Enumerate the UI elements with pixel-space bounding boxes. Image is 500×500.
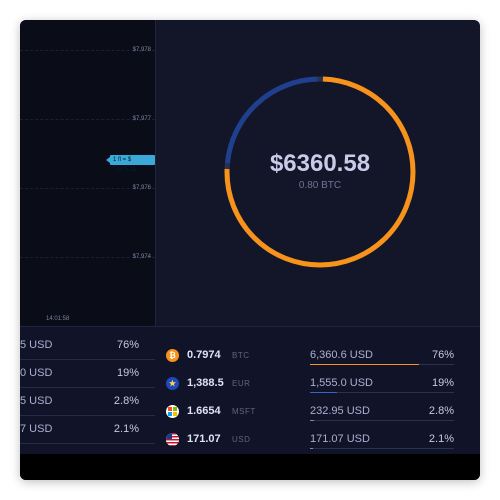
asset-symbol: BTC [232,351,250,360]
us-flag-icon [166,433,179,446]
table-row[interactable]: 7 USD 2.1% [20,415,155,444]
asset-symbol: EUR [232,379,251,388]
asset-usd-value: 232.95 USD [310,405,370,417]
usd-value: 5 USD [20,395,53,407]
usd-value: 5 USD [20,339,53,351]
asset-percent: 19% [431,377,454,389]
share-bar [310,364,454,365]
bottom-bar [20,454,480,480]
percent-share: 19% [116,367,139,379]
asset-amount: 1.6654 [187,405,221,417]
price-axis-label: $7,974 [132,254,151,260]
portfolio-total: $6360.58 [269,150,371,177]
asset-percent: 2.8% [428,405,454,417]
asset-row-btc[interactable]: ₿ 0.7974 BTC 6,360.6 USD 76% [166,341,454,369]
holdings-table: 5 USD 76% 0 USD 19% 5 USD 2.8% 7 USD 2.1… [20,326,480,455]
asset-amount: 1,388.5 [187,377,224,389]
share-bar-fill [310,448,314,449]
portfolio-btc-equivalent: 0.80 BTC [298,180,342,191]
share-bar [310,448,454,449]
percent-share: 2.1% [113,423,139,435]
table-row[interactable]: 5 USD 76% [20,331,155,360]
asset-amount: 171.07 [187,433,221,445]
time-axis-label: 14:01:58 [46,316,70,322]
asset-amount: 0.7974 [187,349,221,361]
asset-row-eur[interactable]: ★ 1,388.5 EUR 1,555.0 USD 19% [166,369,454,397]
grid-line [20,188,155,189]
grid-line [20,119,155,120]
share-bar-fill [310,420,315,421]
asset-usd-value: 6,360.6 USD [310,349,373,361]
asset-usd-value: 1,555.0 USD [310,377,373,389]
us-flag-graphic [166,433,179,446]
percent-share: 76% [116,339,139,351]
euro-flag-icon: ★ [166,377,179,390]
asset-usd-value: 171.07 USD [310,433,370,445]
price-chart[interactable]: $7,978 $7,977 $7,976 $7,974 1 fl = $ 7,9… [20,20,156,326]
asset-row-usd[interactable]: 171.07 USD 171.07 USD 2.1% [166,425,454,453]
share-bar-fill [310,364,420,365]
asset-symbol: MSFT [232,407,256,416]
microsoft-icon [166,405,179,418]
bitcoin-icon: ₿ [166,349,179,362]
portfolio-donut-chart [224,76,416,268]
usd-value: 0 USD [20,367,53,379]
share-bar [310,420,454,421]
grid-line [20,50,155,51]
price-axis-label: $7,976 [132,185,151,191]
current-price-tag: 1 fl = $ 7,976.32 [106,155,155,173]
app-window: $7,978 $7,977 $7,976 $7,974 1 fl = $ 7,9… [20,20,480,480]
table-row[interactable]: 5 USD 2.8% [20,387,155,416]
asset-row-msft[interactable]: 1.6654 MSFT 232.95 USD 2.8% [166,397,454,425]
price-axis-label: $7,978 [132,47,151,53]
usd-value: 7 USD [20,423,53,435]
asset-percent: 76% [431,349,454,361]
grid-line [20,257,155,258]
share-bar [310,392,454,393]
asset-percent: 2.1% [428,433,454,445]
share-bar-fill [310,392,338,393]
asset-symbol: USD [232,435,251,444]
donut-arc-btc [224,76,416,268]
price-axis-label: $7,977 [132,116,151,122]
percent-share: 2.8% [113,395,139,407]
table-row[interactable]: 0 USD 19% [20,359,155,388]
microsoft-logo [168,407,177,416]
